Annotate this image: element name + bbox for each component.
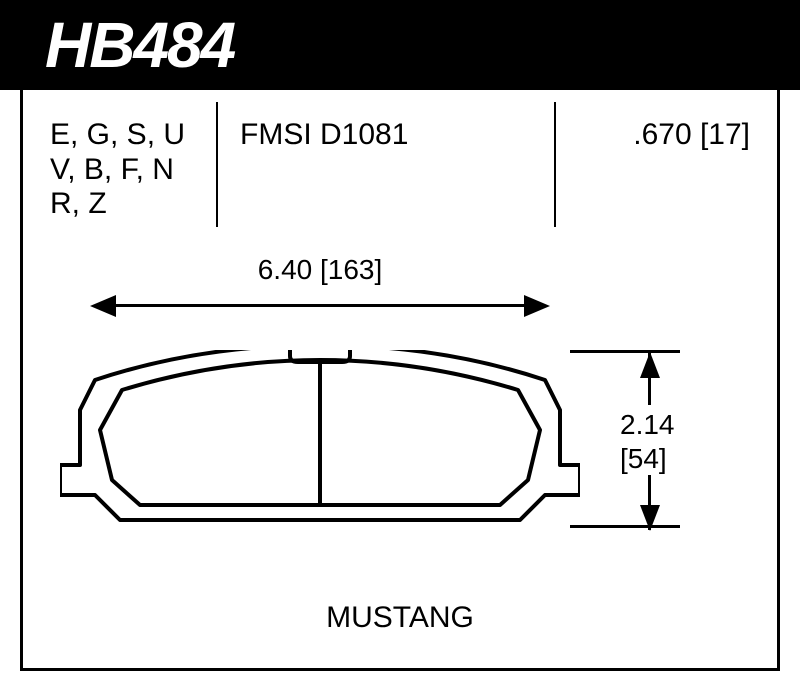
brake-pad-outline [60, 350, 580, 550]
height-value-mm: [54] [620, 442, 675, 476]
extension-line-top [570, 350, 680, 353]
diagram-area: 6.40 [163] 2.14 [0, 260, 800, 640]
arrow-left-icon [90, 293, 116, 319]
compounds-line3: R, Z [50, 187, 220, 222]
height-value-in: 2.14 [620, 408, 675, 442]
thickness-value: .670 [17] [633, 118, 750, 152]
arrow-right-icon [524, 293, 550, 319]
arrow-down-icon [638, 352, 662, 378]
extension-line-bottom [570, 525, 680, 528]
compounds-line2: V, B, F, N [50, 153, 220, 188]
arrow-up-icon [638, 505, 662, 531]
fmsi-code: FMSI D1081 [240, 118, 408, 152]
compounds-line1: E, G, S, U [50, 118, 220, 153]
spec-row: E, G, S, U V, B, F, N R, Z FMSI D1081 .6… [50, 118, 750, 218]
compound-codes: E, G, S, U V, B, F, N R, Z [50, 118, 220, 222]
height-label: 2.14 [54] [620, 408, 675, 475]
width-label: 6.40 [163] [90, 254, 550, 286]
vehicle-label: MUSTANG [0, 601, 800, 635]
header-bar: HB484 [0, 0, 800, 90]
width-dimension: 6.40 [163] [90, 280, 550, 330]
part-number: HB484 [45, 8, 234, 82]
height-dimension: 2.14 [54] [600, 330, 760, 560]
width-arrow-line [110, 304, 530, 307]
